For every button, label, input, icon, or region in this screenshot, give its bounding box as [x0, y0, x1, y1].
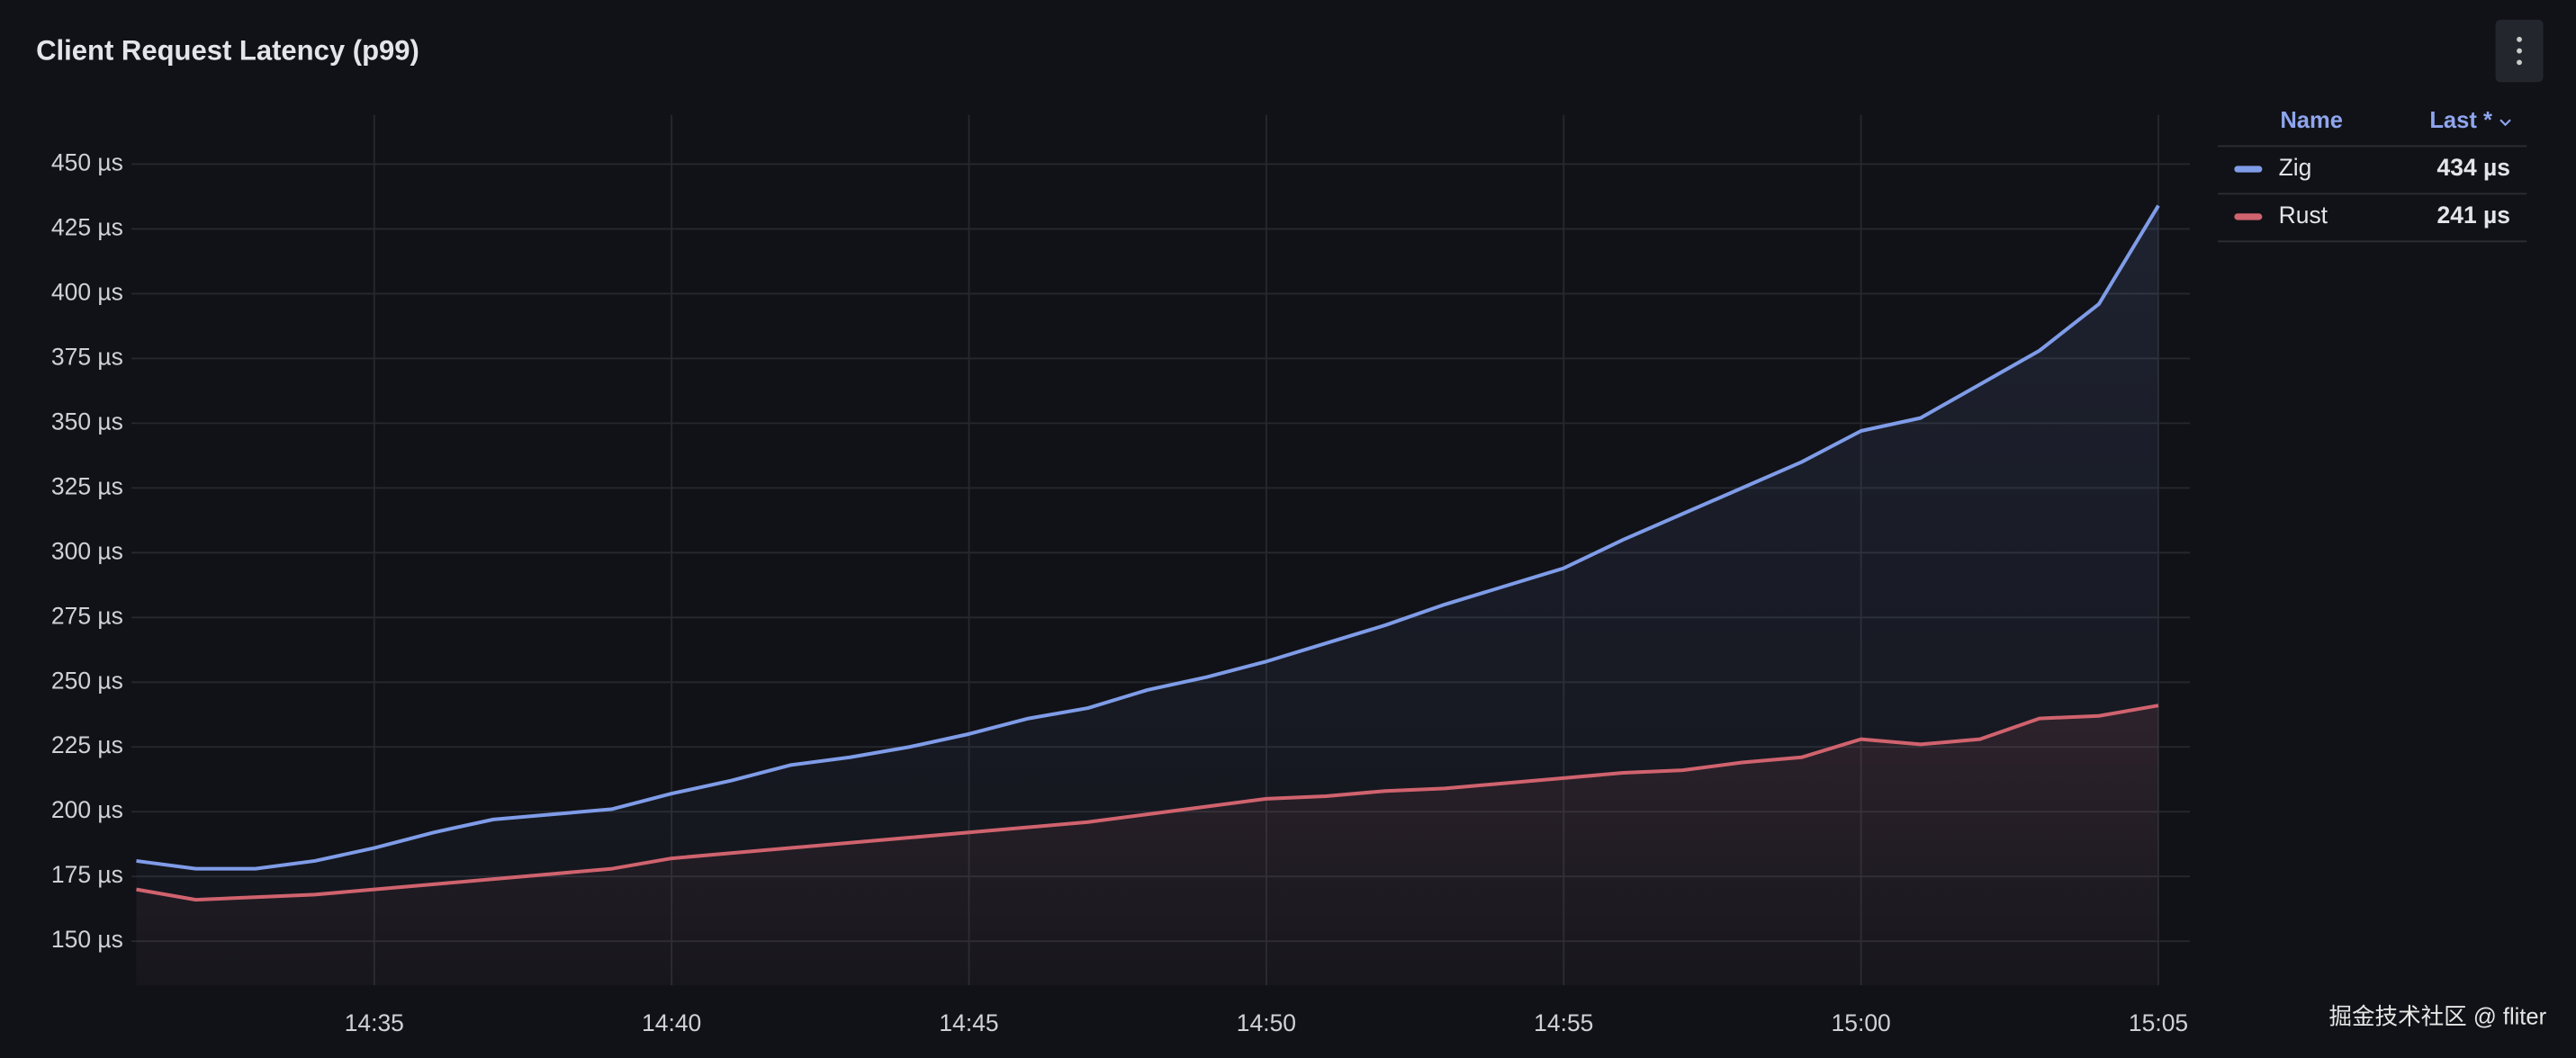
- y-tick-label: 225 µs: [51, 731, 123, 758]
- y-tick-label: 450 µs: [51, 148, 123, 175]
- series-line: [136, 204, 2160, 871]
- y-tick-label: 400 µs: [51, 278, 123, 305]
- y-tick-label: 175 µs: [51, 861, 123, 888]
- watermark: 掘金技术社区 @ fliter: [2328, 1004, 2546, 1029]
- menu-dot[interactable]: [2517, 48, 2522, 54]
- legend-header[interactable]: Last *: [2429, 108, 2492, 133]
- legend-item[interactable]: Rust 241 µs: [2234, 202, 2510, 229]
- x-tick-label: 15:05: [2129, 1009, 2188, 1036]
- x-tick-label: 14:45: [939, 1009, 998, 1036]
- legend-item[interactable]: Zig 434 µs: [2234, 154, 2510, 181]
- chart-title: Client Request Latency (p99): [36, 35, 419, 67]
- area-fill: [136, 705, 2159, 986]
- x-tick-label: 14:50: [1237, 1009, 1296, 1036]
- y-tick-label: 275 µs: [51, 602, 123, 629]
- series-line: [136, 704, 2159, 902]
- y-tick-label: 150 µs: [51, 926, 123, 953]
- x-tick-label: 14:55: [1534, 1009, 1593, 1036]
- y-tick-label: 250 µs: [51, 667, 123, 694]
- y-tick-label: 325 µs: [51, 472, 123, 499]
- legend-label: Zig: [2279, 154, 2312, 181]
- y-tick-label: 425 µs: [51, 213, 123, 240]
- y-tick-label: 300 µs: [51, 537, 123, 564]
- x-tick-label: 14:35: [345, 1009, 404, 1036]
- y-tick-label: 200 µs: [51, 796, 123, 823]
- legend-value: 241 µs: [2437, 202, 2510, 229]
- sort-icon[interactable]: [2499, 119, 2511, 127]
- x-tick-label: 15:00: [1832, 1009, 1891, 1036]
- menu-button[interactable]: [2495, 19, 2544, 83]
- y-tick-label: 375 µs: [51, 343, 123, 370]
- menu-dot[interactable]: [2517, 36, 2522, 42]
- legend-value: 434 µs: [2437, 154, 2510, 181]
- x-tick-label: 14:40: [642, 1009, 701, 1036]
- y-tick-label: 350 µs: [51, 408, 123, 435]
- legend-header[interactable]: Name: [2280, 108, 2343, 133]
- legend-label: Rust: [2279, 202, 2328, 229]
- menu-dot[interactable]: [2517, 59, 2522, 66]
